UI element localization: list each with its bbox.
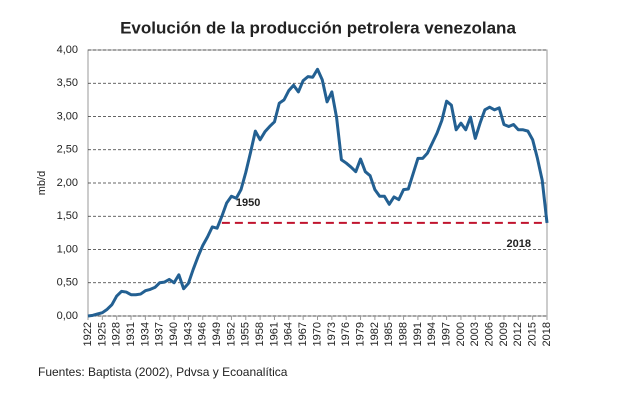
x-tick-label: 1937 bbox=[154, 322, 166, 346]
x-tick-label: 1997 bbox=[441, 322, 453, 346]
x-tick-label: 1988 bbox=[397, 322, 409, 346]
x-tick-label: 2018 bbox=[541, 322, 553, 346]
y-tick-label: 2,50 bbox=[57, 144, 78, 156]
x-tick-label: 1958 bbox=[254, 322, 266, 346]
x-tick-label: 1928 bbox=[111, 322, 123, 346]
y-tick-label: 3,00 bbox=[57, 110, 78, 122]
x-tick-label: 1952 bbox=[225, 322, 237, 346]
x-tick-label: 1970 bbox=[311, 322, 323, 346]
x-tick-label: 1943 bbox=[182, 322, 194, 346]
x-tick-label: 1979 bbox=[354, 322, 366, 346]
reference-end-label: 2018 bbox=[507, 238, 531, 250]
source-note: Fuentes: Baptista (2002), Pdvsa y Ecoana… bbox=[38, 365, 288, 379]
x-tick-label: 2000 bbox=[455, 322, 467, 346]
x-tick-label: 2003 bbox=[469, 322, 481, 346]
y-tick-label: 1,50 bbox=[57, 210, 78, 222]
y-axis-label: mb/d bbox=[36, 171, 48, 195]
x-tick-label: 1955 bbox=[240, 322, 252, 346]
x-tick-label: 1967 bbox=[297, 322, 309, 346]
x-tick-label: 1940 bbox=[168, 322, 180, 346]
x-tick-label: 1964 bbox=[283, 322, 295, 346]
x-tick-label: 1931 bbox=[125, 322, 137, 346]
y-tick-label: 2,00 bbox=[57, 177, 78, 189]
x-tick-label: 1961 bbox=[268, 322, 280, 346]
y-tick-label: 0,00 bbox=[57, 310, 78, 322]
x-tick-label: 1994 bbox=[426, 322, 438, 346]
x-tick-label: 1934 bbox=[139, 322, 151, 346]
x-tick-label: 2006 bbox=[484, 322, 496, 346]
x-tick-label: 1976 bbox=[340, 322, 352, 346]
y-tick-label: 1,00 bbox=[57, 243, 78, 255]
x-tick-label: 1982 bbox=[369, 322, 381, 346]
reference-start-label: 1950 bbox=[236, 197, 260, 209]
x-tick-label: 1985 bbox=[383, 322, 395, 346]
y-tick-label: 3,50 bbox=[57, 77, 78, 89]
x-tick-label: 1946 bbox=[197, 322, 209, 346]
x-tick-label: 2009 bbox=[498, 322, 510, 346]
chart-title: Evolución de la producción petrolera ven… bbox=[120, 18, 516, 37]
x-tick-label: 1925 bbox=[96, 322, 108, 346]
x-tick-label: 1973 bbox=[326, 322, 338, 346]
x-tick-label: 1922 bbox=[82, 322, 94, 346]
y-tick-label: 4,00 bbox=[57, 44, 78, 56]
x-tick-label: 1991 bbox=[412, 322, 424, 346]
data-line bbox=[87, 67, 549, 318]
x-tick-label: 1949 bbox=[211, 322, 223, 346]
x-tick-label: 2012 bbox=[512, 322, 524, 346]
y-tick-label: 0,50 bbox=[57, 277, 78, 289]
x-tick-label: 2015 bbox=[527, 322, 539, 346]
